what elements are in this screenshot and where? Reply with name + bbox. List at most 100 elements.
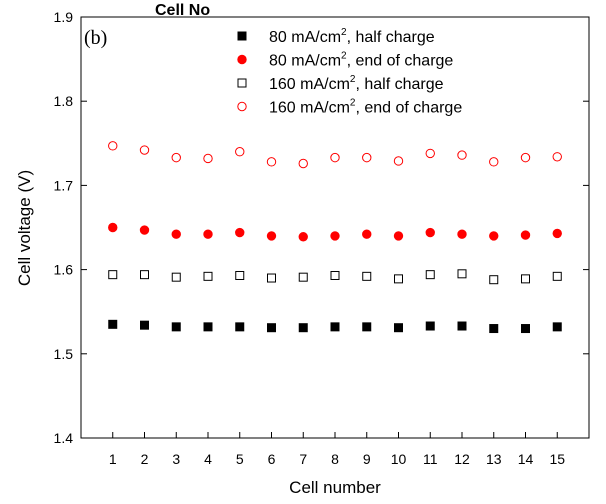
data-point <box>235 322 245 332</box>
x-tick-label: 3 <box>172 451 180 467</box>
data-point <box>171 322 181 332</box>
data-point <box>457 229 467 239</box>
data-point <box>362 322 372 332</box>
data-point <box>362 271 372 281</box>
data-point <box>521 274 530 284</box>
y-tick-label: 1.9 <box>54 9 74 25</box>
data-point <box>425 148 435 159</box>
y-tick-label: 1.7 <box>54 177 74 193</box>
data-point <box>394 274 403 284</box>
series-4 <box>108 141 562 169</box>
data-point <box>108 141 118 151</box>
data-point <box>171 272 181 282</box>
data-point <box>457 321 467 331</box>
x-axis: 1 2 3 4 5 6 7 8 9 10 11 12 13 14 15 <box>109 432 565 467</box>
legend-label: 80 mA/cm2, half charge <box>269 27 435 46</box>
x-tick-label: 10 <box>391 451 407 467</box>
y-axis: 1.4 1.5 1.6 1.7 1.8 1.9 <box>54 9 589 446</box>
series-1 <box>108 319 562 334</box>
legend-label: 80 mA/cm2, end of charge <box>269 51 453 70</box>
x-tick-label: 11 <box>423 451 438 467</box>
data-point <box>489 324 499 334</box>
data-point <box>489 157 499 167</box>
x-tick-label: 1 <box>109 451 117 467</box>
data-point <box>425 270 435 280</box>
x-tick-label: 14 <box>518 451 534 467</box>
x-tick-label: 7 <box>299 451 307 467</box>
y-tick-label: 1.5 <box>54 346 74 362</box>
data-point <box>520 152 531 163</box>
x-tick-label: 15 <box>549 451 565 467</box>
data-point <box>362 229 372 239</box>
data-point <box>489 275 499 285</box>
data-points <box>108 141 562 334</box>
data-point <box>171 152 181 163</box>
data-point <box>425 227 435 238</box>
data-point <box>330 322 340 332</box>
data-point <box>425 321 435 331</box>
data-point <box>235 270 245 280</box>
x-tick-label: 2 <box>141 451 149 467</box>
data-point <box>108 222 118 233</box>
data-point <box>108 319 118 329</box>
data-point <box>552 271 562 281</box>
data-point <box>552 228 562 239</box>
legend-label: 160 mA/cm2, end of charge <box>269 98 462 117</box>
data-point <box>393 156 404 166</box>
data-point <box>457 150 467 160</box>
data-point <box>330 270 340 280</box>
data-point <box>108 270 118 280</box>
data-point <box>235 147 245 157</box>
data-point <box>203 322 213 332</box>
data-point <box>139 145 150 155</box>
legend-marker <box>237 78 247 88</box>
x-axis-title: Cell number <box>289 478 381 497</box>
data-point <box>139 225 150 235</box>
x-tick-label: 12 <box>454 451 470 467</box>
data-point <box>140 320 149 330</box>
legend-marker <box>237 101 247 112</box>
data-point <box>489 231 499 241</box>
legend-label: 160 mA/cm2, half charge <box>269 74 444 93</box>
x-tick-label: 13 <box>486 451 502 467</box>
data-point <box>520 230 531 240</box>
data-point <box>457 269 467 279</box>
data-point <box>203 271 213 281</box>
y-tick-label: 1.6 <box>54 262 74 278</box>
data-point <box>552 322 562 332</box>
data-point <box>362 152 372 163</box>
panel-label: (b) <box>84 27 107 49</box>
y-tick-label: 1.4 <box>54 430 74 446</box>
data-point <box>298 158 308 169</box>
data-point <box>266 231 277 241</box>
series-3 <box>108 269 562 285</box>
data-point <box>298 272 308 282</box>
data-point <box>140 270 149 280</box>
series-2 <box>108 222 562 242</box>
data-point <box>393 231 404 241</box>
data-point <box>203 229 213 239</box>
data-point <box>267 323 276 333</box>
legend-marker <box>237 54 247 65</box>
data-point <box>266 157 277 167</box>
header-fragment: Cell No <box>155 2 210 19</box>
data-point <box>171 229 181 239</box>
x-tick-label: 5 <box>236 451 244 467</box>
y-axis-title: Cell voltage (V) <box>15 170 34 286</box>
x-tick-label: 8 <box>331 451 339 467</box>
data-point <box>267 273 276 283</box>
x-tick-label: 9 <box>363 451 371 467</box>
data-point <box>330 152 340 163</box>
x-tick-label: 4 <box>204 451 212 467</box>
data-point <box>521 324 530 334</box>
data-point <box>330 231 340 241</box>
data-point <box>203 153 213 164</box>
x-tick-label: 6 <box>268 451 276 467</box>
y-tick-label: 1.8 <box>54 93 74 109</box>
data-point <box>552 152 562 162</box>
data-point <box>298 323 308 333</box>
data-point <box>298 232 308 242</box>
data-point <box>394 323 403 333</box>
